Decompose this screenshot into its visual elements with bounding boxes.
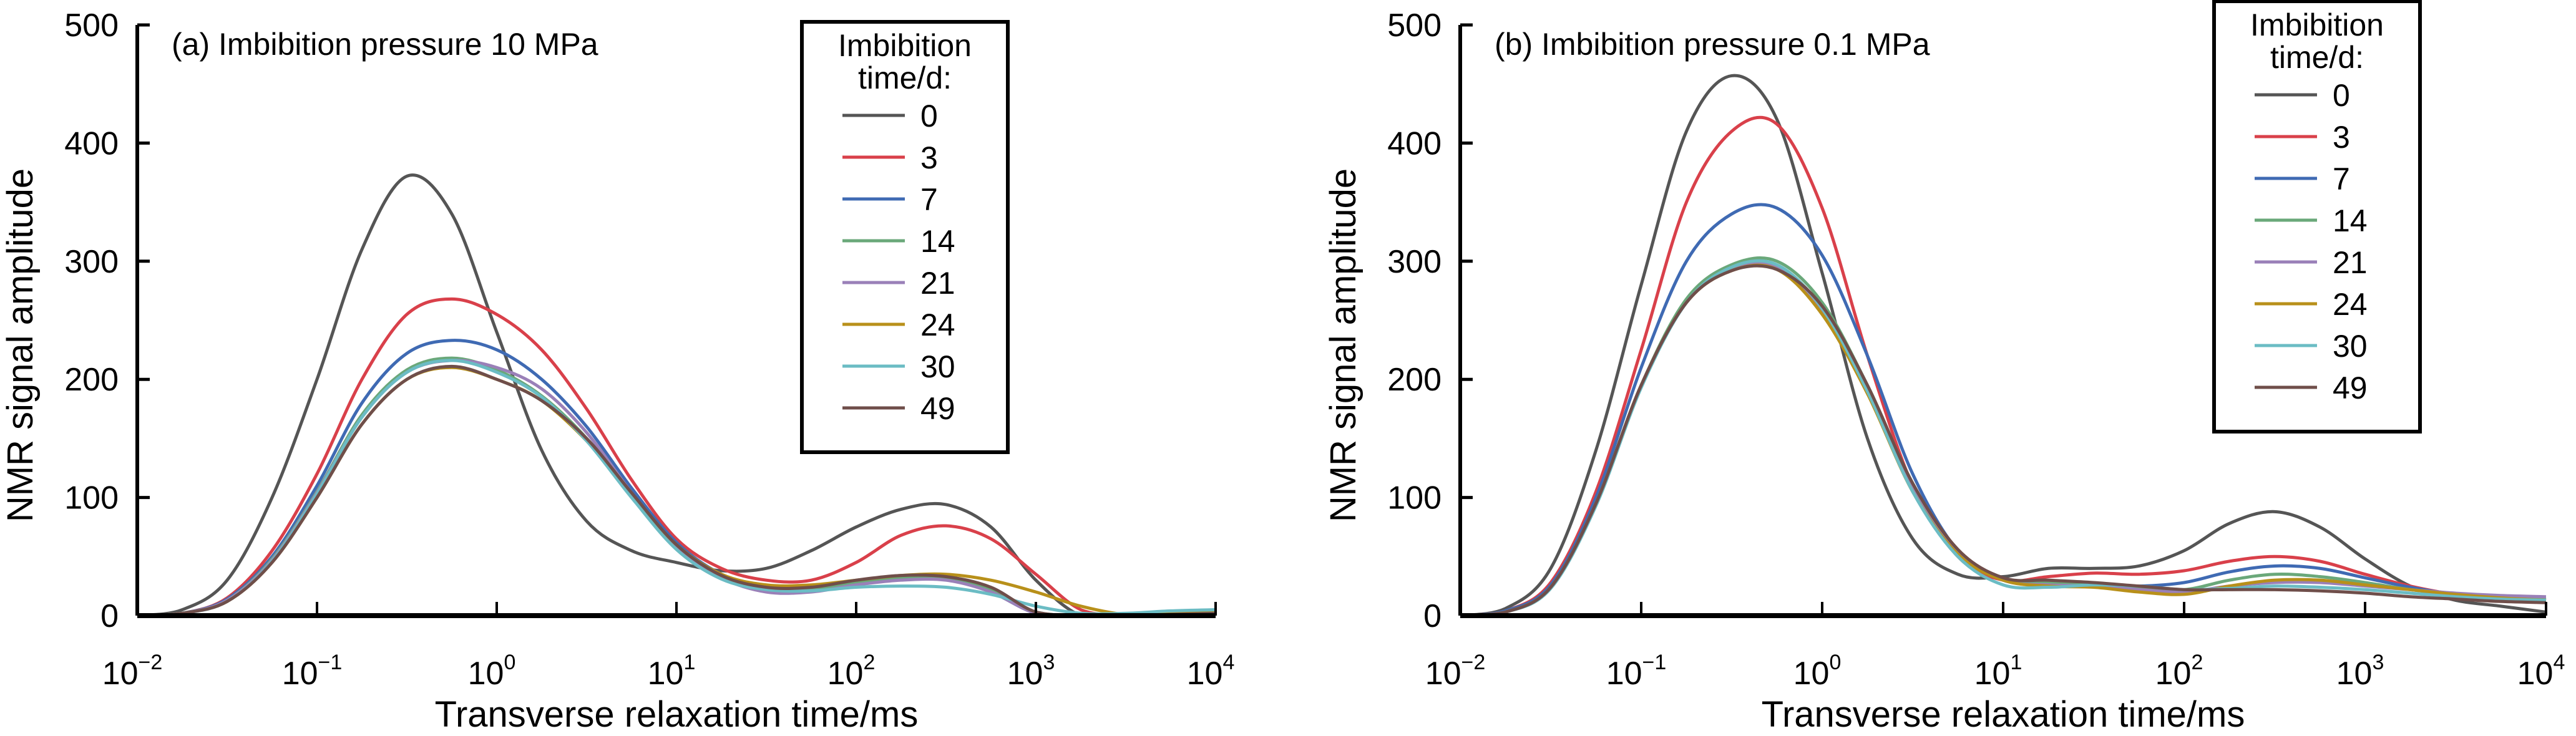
x-tick-base: 10 [2336, 656, 2373, 692]
series-line-21d [137, 359, 1216, 617]
legend-label: 30 [920, 349, 955, 384]
x-tick-base: 10 [468, 656, 504, 692]
x-axis-title: Transverse relaxation time/ms [435, 694, 919, 735]
x-tick-label: 102 [2155, 651, 2203, 692]
x-tick-label: 103 [1007, 651, 1055, 692]
x-tick-exponent: −1 [1642, 651, 1667, 674]
legend-label: 14 [920, 224, 955, 259]
x-tick-exponent: 0 [504, 651, 515, 674]
x-tick-base: 10 [1974, 656, 2011, 692]
series-line-24d [137, 366, 1216, 617]
legend-box [2212, 0, 2422, 433]
legend-label: 30 [2333, 329, 2368, 364]
legend-label: 49 [2333, 370, 2368, 405]
y-tick-label: 200 [1387, 362, 1442, 398]
legend-label: 21 [2333, 245, 2368, 280]
legend-label: 7 [2333, 162, 2350, 196]
x-tick-label: 10−2 [1425, 651, 1486, 692]
legend-box [800, 20, 1010, 454]
x-tick-label: 101 [648, 651, 696, 692]
legend-title: Imbibition [838, 28, 972, 63]
x-tick-base: 10 [648, 656, 684, 692]
y-axis-title: NMR signal amplitude [0, 168, 41, 522]
legend-label: 3 [2333, 120, 2350, 155]
y-tick-label: 400 [1387, 125, 1442, 162]
x-tick-base: 10 [1793, 656, 1830, 692]
legend-title: Imbibition [2250, 7, 2384, 42]
x-tick-base: 10 [1007, 656, 1043, 692]
x-tick-base: 10 [102, 656, 139, 692]
x-tick-exponent: 1 [683, 651, 695, 674]
x-tick-exponent: −1 [318, 651, 343, 674]
x-tick-exponent: 1 [2010, 651, 2022, 674]
x-tick-exponent: 4 [2553, 651, 2565, 674]
x-tick-label: 103 [2336, 651, 2384, 692]
x-tick-exponent: 3 [1043, 651, 1055, 674]
y-tick-label: 0 [100, 598, 119, 634]
series-line-49d [137, 364, 1216, 617]
x-tick-exponent: −2 [1461, 651, 1486, 674]
x-tick-exponent: 0 [1829, 651, 1841, 674]
y-tick-label: 100 [1387, 480, 1442, 516]
x-tick-label: 10−1 [1606, 651, 1667, 692]
x-tick-label: 104 [2517, 651, 2565, 692]
series-line-0d [1460, 74, 2547, 617]
series-line-49d [1460, 264, 2547, 617]
x-tick-base: 10 [1606, 656, 1642, 692]
x-tick-label: 101 [1974, 651, 2022, 692]
y-tick-label: 300 [64, 244, 119, 280]
x-tick-base: 10 [2517, 656, 2554, 692]
x-tick-label: 10−2 [102, 651, 163, 692]
x-tick-exponent: 2 [863, 651, 875, 674]
x-tick-exponent: −2 [139, 651, 163, 674]
x-tick-exponent: 2 [2191, 651, 2203, 674]
panel-title: (a) Imbibition pressure 10 MPa [172, 27, 598, 62]
x-tick-label: 100 [1793, 651, 1842, 692]
y-axis-title: NMR signal amplitude [1323, 168, 1364, 522]
y-tick-label: 100 [64, 480, 119, 516]
y-tick-label: 300 [1387, 244, 1442, 280]
y-tick-label: 0 [1423, 598, 1442, 634]
x-tick-base: 10 [2155, 656, 2192, 692]
legend-label: 3 [920, 140, 938, 175]
x-tick-exponent: 3 [2372, 651, 2384, 674]
x-tick-label: 104 [1187, 651, 1235, 692]
y-tick-label: 400 [64, 125, 119, 162]
legend-label: 0 [2333, 78, 2350, 113]
legend-title: time/d: [2270, 40, 2364, 75]
x-tick-exponent: 4 [1222, 651, 1234, 674]
x-tick-label: 10−1 [282, 651, 343, 692]
legend-label: 21 [920, 266, 955, 301]
legend-label: 7 [920, 182, 938, 217]
series-line-7d [137, 339, 1216, 617]
series-line-3d [137, 297, 1216, 617]
legend-label: 0 [920, 99, 938, 133]
x-tick-base: 10 [827, 656, 864, 692]
y-tick-label: 500 [1387, 7, 1442, 44]
x-tick-base: 10 [1187, 656, 1223, 692]
x-tick-base: 10 [1425, 656, 1461, 692]
y-tick-label: 200 [64, 362, 119, 398]
panel-title: (b) Imbibition pressure 0.1 MPa [1495, 27, 1930, 62]
legend-label: 14 [2333, 203, 2368, 238]
x-tick-label: 100 [468, 651, 516, 692]
x-axis-title: Transverse relaxation time/ms [1762, 694, 2245, 735]
series-line-30d [137, 359, 1216, 617]
legend-label: 24 [920, 307, 955, 342]
x-tick-label: 102 [827, 651, 876, 692]
legend-label: 24 [2333, 287, 2368, 322]
series-line-14d [137, 356, 1216, 617]
legend-title: time/d: [858, 61, 952, 95]
x-tick-base: 10 [282, 656, 318, 692]
y-tick-label: 500 [64, 7, 119, 44]
legend-label: 49 [920, 391, 955, 426]
